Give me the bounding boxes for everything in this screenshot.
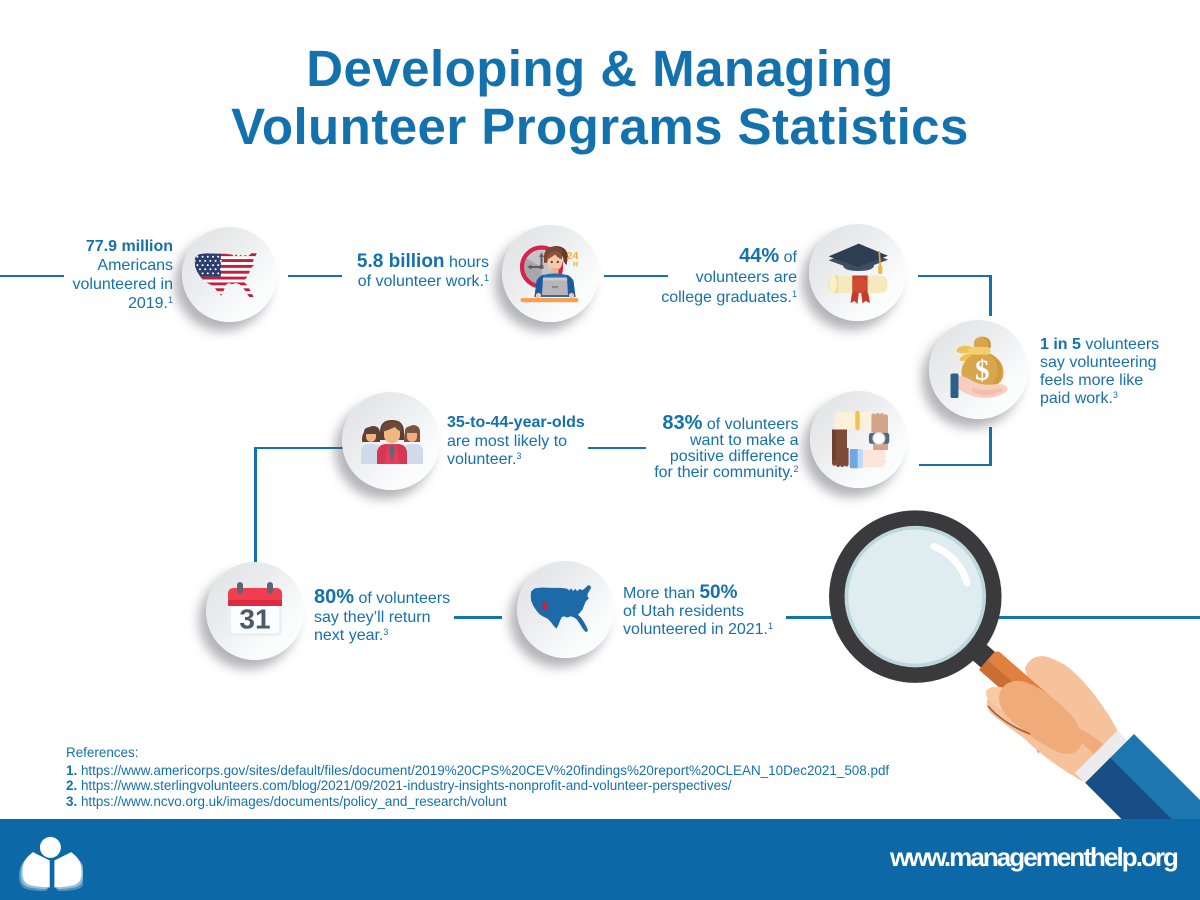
svg-text:$: $	[975, 355, 990, 387]
svg-text:24: 24	[567, 250, 579, 262]
svg-text:31: 31	[239, 604, 270, 635]
svg-text:H: H	[573, 262, 578, 269]
